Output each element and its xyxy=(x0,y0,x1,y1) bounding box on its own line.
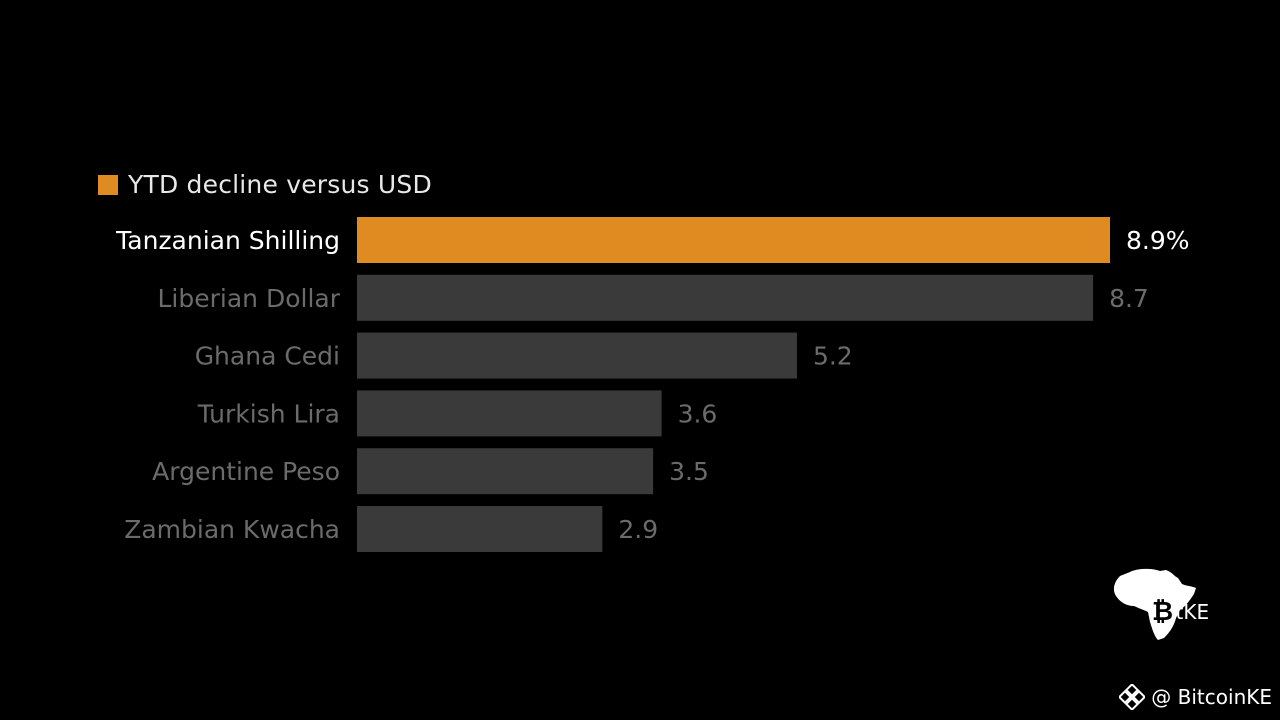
value-label: 5.2 xyxy=(813,342,853,371)
category-label: Ghana Cedi xyxy=(195,342,340,371)
bar xyxy=(357,448,654,495)
handle-text: @ BitcoinKE xyxy=(1151,685,1272,709)
svg-text:₿: ₿ xyxy=(1152,597,1173,627)
category-label: Tanzanian Shilling xyxy=(115,226,340,255)
category-label: Liberian Dollar xyxy=(158,284,341,313)
value-label: 3.5 xyxy=(669,457,709,486)
legend: YTD decline versus USD xyxy=(98,170,432,199)
value-label: 8.7 xyxy=(1109,284,1149,313)
value-label: 8.9% xyxy=(1126,226,1190,255)
bar xyxy=(357,332,797,379)
value-label: 3.6 xyxy=(678,399,718,428)
legend-swatch xyxy=(98,174,118,195)
binance-diamond-icon xyxy=(1119,684,1146,710)
bar xyxy=(357,217,1110,263)
bar xyxy=(357,274,1094,321)
social-handle: @ BitcoinKE xyxy=(1119,684,1272,710)
legend-label: YTD decline versus USD xyxy=(128,170,432,199)
brand-text: itKE xyxy=(1170,600,1210,624)
category-label: Zambian Kwacha xyxy=(124,515,340,544)
category-label: Argentine Peso xyxy=(152,457,340,486)
africa-bitcoin-icon: ₿ xyxy=(1113,568,1196,640)
category-label: Turkish Lira xyxy=(197,399,340,428)
bar xyxy=(357,390,662,437)
bar xyxy=(357,506,603,552)
value-label: 2.9 xyxy=(618,515,658,544)
